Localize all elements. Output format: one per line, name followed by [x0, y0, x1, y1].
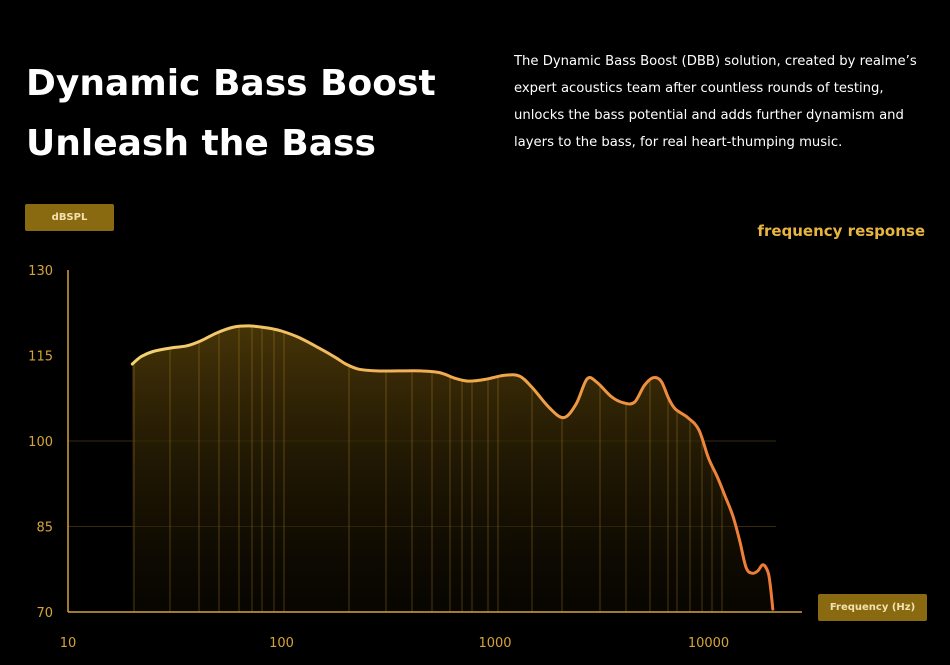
vertical-highlight-lines — [133, 325, 723, 612]
x-tick-labels: 10 100 1000 10000 — [60, 636, 729, 651]
description-text: The Dynamic Bass Boost (DBB) solution, c… — [514, 54, 917, 150]
chart-title: frequency response — [757, 222, 925, 240]
x-axis-label-badge: Frequency (Hz) — [818, 594, 927, 621]
x-tick-100: 100 — [269, 636, 294, 651]
y-axis-label-badge: dBSPL — [25, 204, 114, 231]
y-tick-130: 130 — [28, 264, 53, 279]
y-tick-85: 85 — [36, 521, 53, 536]
response-area-fill — [132, 325, 773, 612]
x-tick-10000: 10000 — [688, 636, 729, 651]
y-tick-70: 70 — [36, 606, 53, 621]
x-tick-1000: 1000 — [478, 636, 511, 651]
y-tick-labels: 70 85 100 115 130 — [28, 264, 53, 621]
y-tick-115: 115 — [28, 350, 53, 365]
page-heading: Dynamic Bass Boost Unleash the Bass — [26, 54, 436, 174]
response-curve — [130, 324, 775, 611]
heading-line-1: Dynamic Bass Boost — [26, 63, 436, 104]
y-tick-100: 100 — [28, 435, 53, 450]
heading-line-2: Unleash the Bass — [26, 123, 376, 164]
x-tick-10: 10 — [60, 636, 77, 651]
